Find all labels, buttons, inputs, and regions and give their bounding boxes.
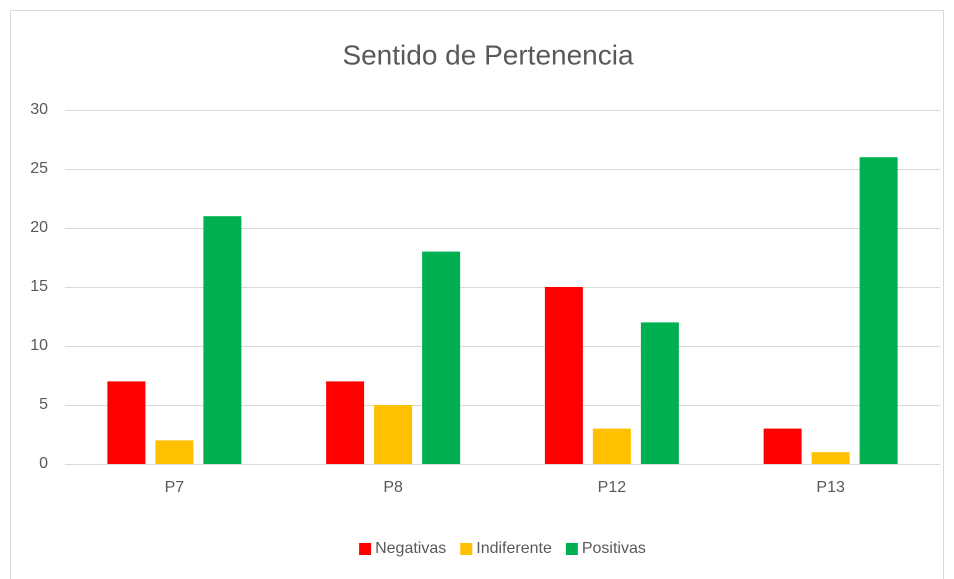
chart-border xyxy=(10,10,944,579)
chart-title: Sentido de Pertenencia xyxy=(342,39,634,70)
legend-swatch xyxy=(565,543,578,555)
y-tick-label: 5 xyxy=(39,396,48,413)
bar xyxy=(640,322,679,464)
bar xyxy=(763,428,802,464)
bar xyxy=(592,428,631,464)
legend-swatch xyxy=(460,543,473,555)
bar xyxy=(811,452,850,464)
x-tick-label: P7 xyxy=(165,479,185,496)
y-tick-label: 10 xyxy=(30,337,48,354)
y-tick-label: 20 xyxy=(30,219,48,236)
legend-label: Indiferente xyxy=(476,540,552,557)
bar xyxy=(107,381,146,464)
legend-swatch xyxy=(359,543,372,555)
x-tick-label: P8 xyxy=(383,479,403,496)
bar xyxy=(203,216,242,464)
bar xyxy=(859,157,898,464)
y-tick-label: 15 xyxy=(30,278,48,295)
bar xyxy=(422,251,461,464)
x-tick-label: P12 xyxy=(598,479,627,496)
bar xyxy=(326,381,365,464)
legend-label: Positivas xyxy=(582,540,646,557)
bar xyxy=(155,440,194,464)
y-tick-label: 0 xyxy=(39,455,48,472)
bar xyxy=(374,405,413,464)
legend-label: Negativas xyxy=(375,540,446,557)
y-tick-label: 25 xyxy=(30,160,48,177)
x-tick-label: P13 xyxy=(816,479,845,496)
bar xyxy=(544,287,583,464)
y-tick-label: 30 xyxy=(30,101,48,118)
